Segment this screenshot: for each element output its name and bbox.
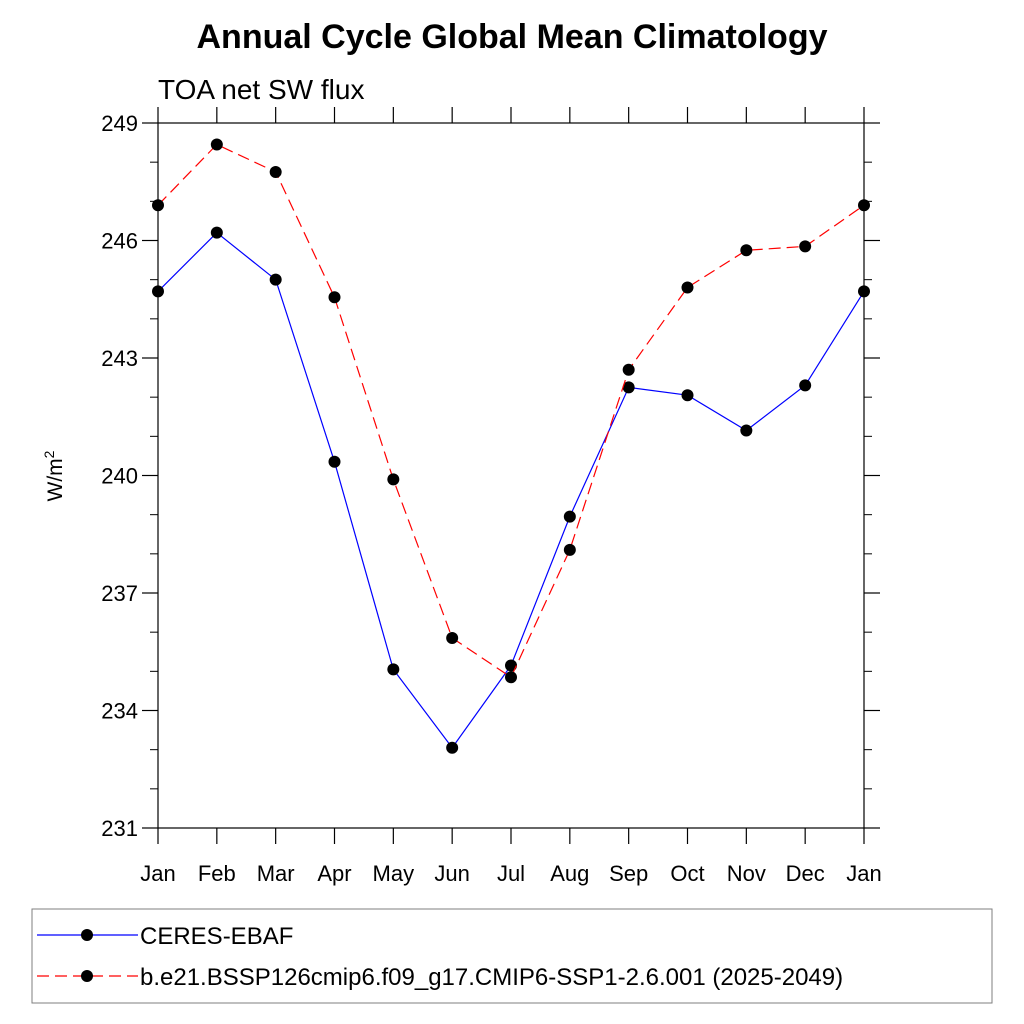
legend-marker [81, 970, 93, 982]
data-point [269, 273, 282, 286]
data-point [505, 659, 517, 672]
data-point [740, 424, 753, 437]
series-1 [152, 226, 870, 754]
data-point [269, 165, 282, 178]
y-tick-label: 249 [101, 111, 138, 136]
data-point [681, 281, 694, 294]
y-tick-label: 231 [101, 816, 138, 841]
y-tick-label: 234 [101, 699, 138, 724]
data-point [446, 741, 459, 754]
data-point [622, 381, 635, 394]
y-axis-label: W/m2 [41, 450, 67, 501]
x-tick-label: Feb [198, 861, 236, 886]
data-point [210, 226, 223, 239]
legend-marker [81, 929, 93, 941]
legend-entry-1: CERES-EBAF [37, 923, 293, 950]
data-point [328, 455, 341, 468]
data-point [387, 663, 400, 676]
y-tick-label: 243 [101, 346, 138, 371]
legend-box [31, 908, 993, 1004]
x-tick-label: Jun [434, 861, 469, 886]
data-point [681, 389, 694, 402]
x-tick-label: Dec [786, 861, 825, 886]
chart-subtitle: TOA net SW flux [158, 74, 364, 105]
data-point [328, 291, 341, 304]
x-tick-label: Jan [846, 861, 881, 886]
data-point [563, 543, 576, 556]
x-tick-label: May [373, 861, 415, 886]
legend-entry-2: b.e21.BSSP126cmip6.f09_g17.CMIP6-SSP1-2.… [37, 964, 843, 991]
y-tick-label: 246 [101, 229, 138, 254]
data-point [563, 510, 576, 523]
data-point [799, 379, 812, 392]
legend: CERES-EBAF b.e21.BSSP126cmip6.f09_g17.CMI… [37, 923, 843, 991]
data-point [858, 285, 870, 298]
x-tick-label: Apr [317, 861, 351, 886]
axis-ticks [142, 107, 880, 844]
series-layer [152, 138, 870, 754]
data-point [152, 199, 164, 212]
series-line [157, 143, 865, 679]
data-point [622, 363, 635, 376]
data-point [210, 138, 223, 151]
plot-frame [157, 122, 865, 829]
legend-label: b.e21.BSSP126cmip6.f09_g17.CMIP6-SSP1-2.… [140, 964, 843, 991]
y-tick-label: 240 [101, 464, 138, 489]
data-point [446, 632, 459, 645]
x-tick-label: Nov [727, 861, 766, 886]
x-tick-label: Oct [670, 861, 704, 886]
series-2 [152, 138, 870, 684]
y-tick-label: 237 [101, 581, 138, 606]
axis-tick-labels: 231 234 237 240 243 246 249 Jan Feb Mar Apr May Jun J… [101, 111, 881, 886]
legend-label: CERES-EBAF [140, 923, 293, 950]
x-tick-label: Aug [550, 861, 589, 886]
x-tick-label: Jul [497, 861, 525, 886]
x-tick-label: Mar [257, 861, 295, 886]
data-point [152, 285, 164, 298]
chart-title: Annual Cycle Global Mean Climatology [197, 18, 828, 56]
x-tick-label: Jan [140, 861, 175, 886]
data-point [387, 473, 400, 486]
data-point [740, 244, 753, 257]
data-point [858, 199, 870, 212]
data-point [505, 671, 517, 684]
x-tick-label: Sep [609, 861, 648, 886]
data-point [799, 240, 812, 253]
